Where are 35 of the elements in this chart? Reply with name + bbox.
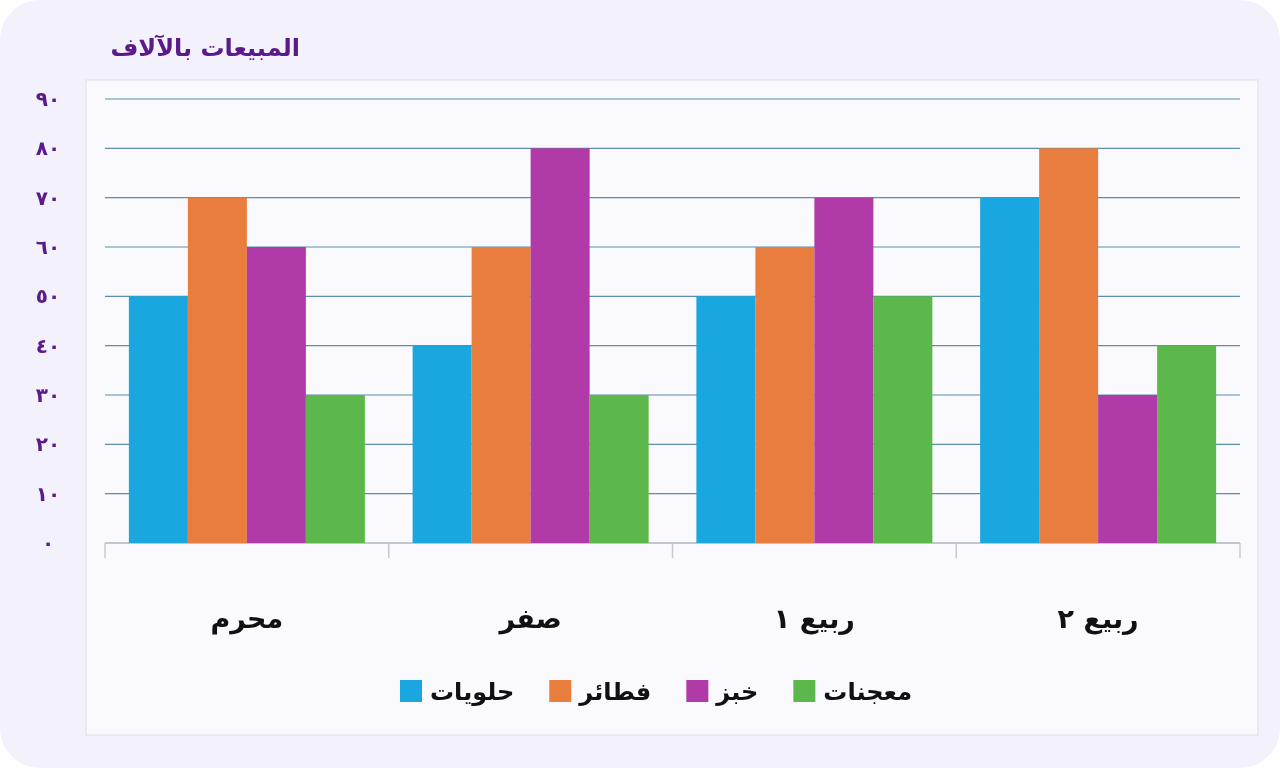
- bar: [980, 197, 1040, 543]
- y-tick-label: ٢٠: [35, 432, 61, 457]
- legend-label: معجنات: [823, 678, 912, 706]
- y-tick-label: ٧٠: [35, 185, 61, 210]
- x-tick-label: صفر: [497, 603, 562, 635]
- y-tick-label: ٥٠: [35, 284, 61, 309]
- bar: [1157, 345, 1217, 543]
- legend-label: حلويات: [430, 678, 515, 706]
- y-tick-label: ٣٠: [35, 383, 61, 407]
- y-tick-label: ١٠: [35, 481, 61, 506]
- bar: [530, 148, 590, 543]
- bar: [128, 296, 188, 543]
- legend-label: فطائر: [578, 678, 652, 706]
- legend-label: خبز: [715, 678, 759, 706]
- bar: [755, 247, 815, 543]
- bar: [471, 247, 531, 543]
- y-tick-label: ٦٠: [35, 235, 61, 259]
- chart-title: المبيعات بالآلاف: [110, 34, 300, 62]
- y-tick-label: ٠: [41, 531, 55, 555]
- y-tick-label: ٨٠: [35, 136, 61, 161]
- bar: [246, 247, 306, 543]
- bar: [305, 395, 365, 543]
- bar: [814, 197, 874, 543]
- y-tick-label: ٤٠: [35, 333, 61, 358]
- x-tick-label: ربيع ٢: [1057, 603, 1139, 635]
- x-tick-label: محرم: [210, 603, 284, 635]
- bar: [187, 197, 247, 543]
- bar: [412, 345, 472, 543]
- bar: [873, 296, 933, 543]
- bar: [1098, 395, 1158, 543]
- bar: [1039, 148, 1099, 543]
- bar: [696, 296, 756, 543]
- y-tick-label: ٩٠: [35, 87, 61, 111]
- x-tick-label: ربيع ١: [773, 603, 855, 635]
- bar: [589, 395, 649, 543]
